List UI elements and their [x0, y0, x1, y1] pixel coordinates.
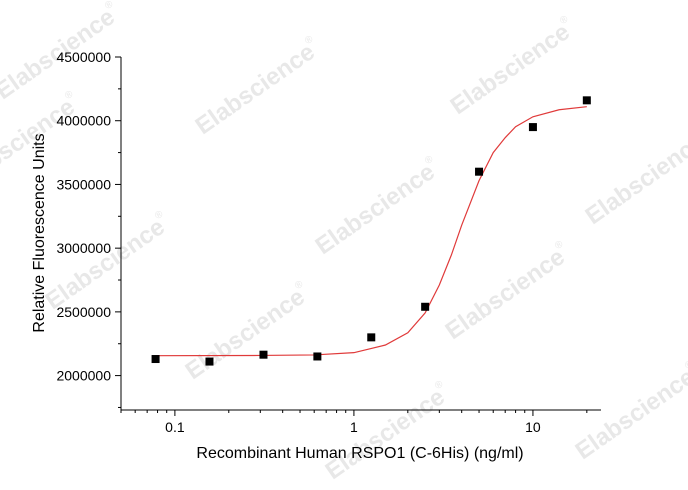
- data-point: [421, 302, 430, 311]
- watermark: Elabscience®: [441, 238, 570, 345]
- watermark: Elabscience®: [581, 128, 688, 230]
- y-tick-label: 2000000: [56, 368, 111, 384]
- watermark: Elabscience®: [311, 153, 440, 260]
- watermark-text: Elabscience: [321, 383, 450, 485]
- data-point: [367, 333, 376, 342]
- watermark: Elabscience®: [571, 358, 688, 465]
- y-tick-label: 3000000: [56, 240, 111, 256]
- watermark-text: Elabscience: [311, 158, 440, 260]
- x-tick-label: 10: [525, 419, 541, 435]
- watermark: Elabscience®: [191, 33, 320, 140]
- y-axis-label: Relative Fluorescence Units: [31, 133, 48, 332]
- x-tick-label: 0.1: [165, 419, 185, 435]
- data-point: [528, 123, 537, 132]
- data-point: [151, 355, 160, 364]
- data-point: [259, 350, 268, 359]
- watermark-text: Elabscience: [181, 283, 310, 385]
- watermark-text: Elabscience: [41, 213, 170, 315]
- y-tick-label: 2500000: [56, 304, 111, 320]
- data-point: [475, 167, 484, 176]
- watermark: Elabscience®: [446, 13, 575, 120]
- watermark-text: Elabscience: [191, 38, 320, 140]
- y-tick-label: 4500000: [56, 49, 111, 65]
- x-axis-label: Recombinant Human RSPO1 (C-6His) (ng/ml): [196, 445, 523, 462]
- y-tick-label: 4000000: [56, 113, 111, 129]
- watermark-text: Elabscience: [446, 18, 575, 120]
- watermark: Elabscience®: [41, 208, 170, 315]
- watermark: Elabscience®: [321, 378, 450, 485]
- watermark-text: Elabscience: [441, 243, 570, 345]
- watermark-mark: ®: [683, 358, 688, 372]
- data-point: [582, 96, 591, 105]
- watermark-text: Elabscience: [571, 363, 688, 465]
- data-point: [205, 357, 214, 366]
- x-tick-label: 1: [350, 419, 358, 435]
- watermark: Elabscience®: [181, 278, 310, 385]
- fit-curve: [155, 106, 587, 357]
- data-point: [313, 352, 322, 361]
- y-tick-label: 3500000: [56, 176, 111, 192]
- watermark-mark: ®: [103, 0, 116, 12]
- watermark-text: Elabscience: [581, 128, 688, 230]
